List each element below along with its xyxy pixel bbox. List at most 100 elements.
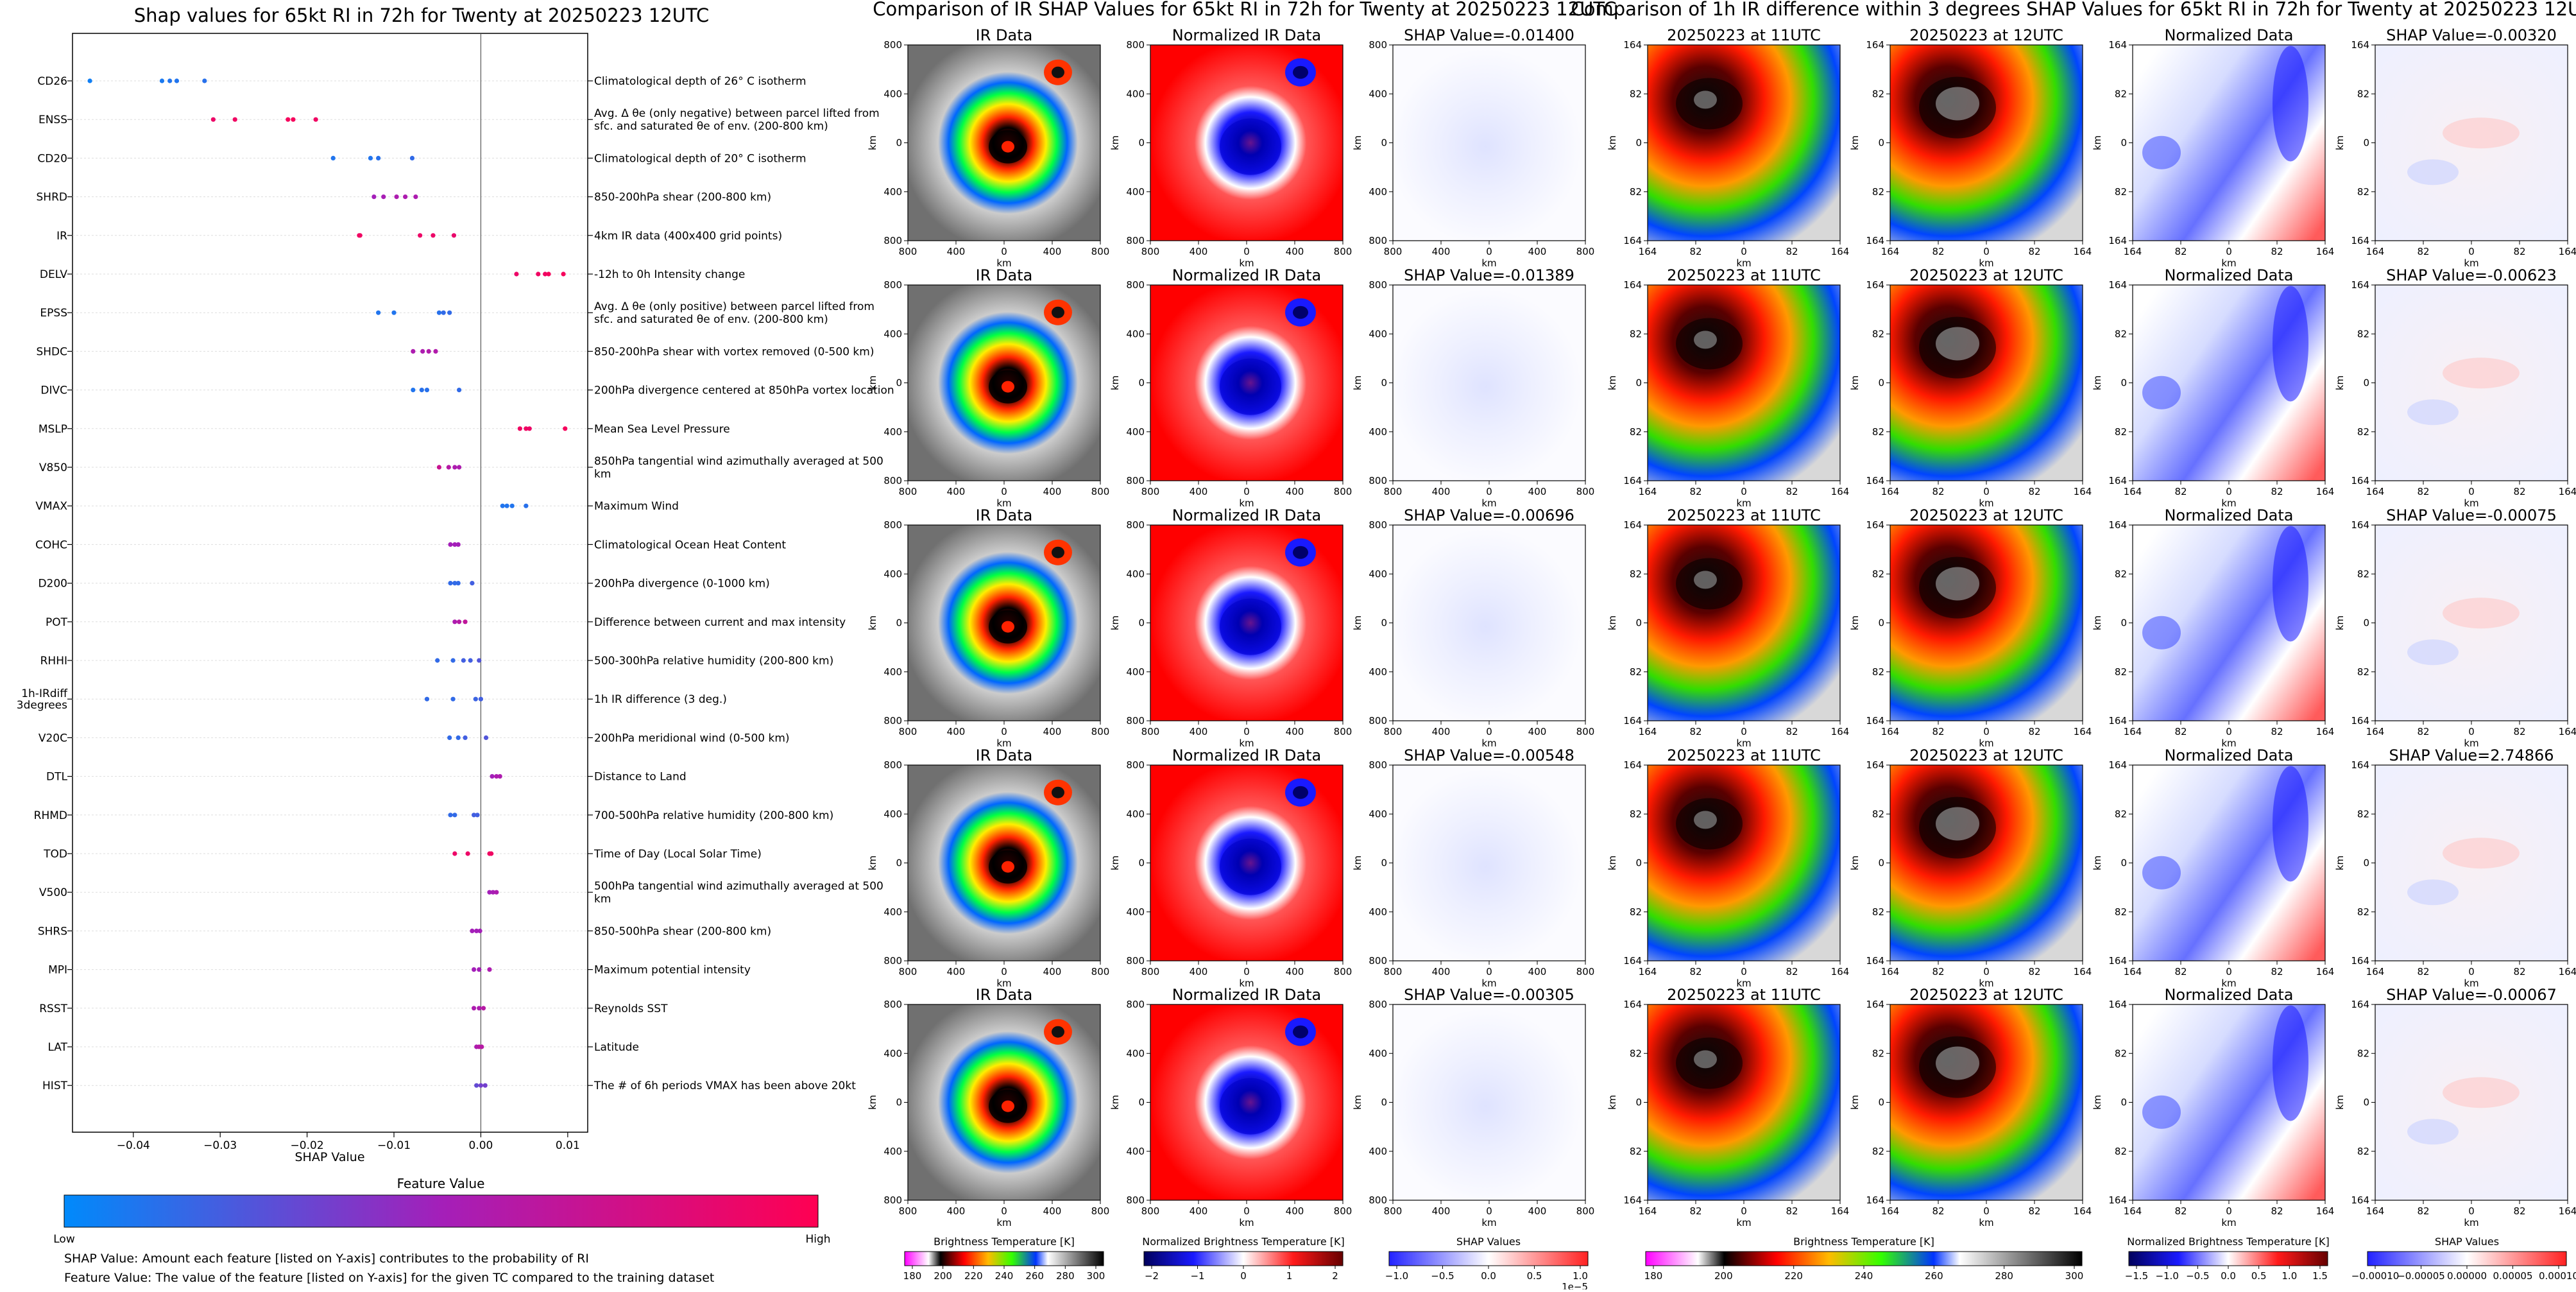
panel-x-axis-label: km [1239,737,1254,749]
blue-band [2273,526,2308,642]
panel-y-tick-label: 400 [883,186,902,198]
feature-label: RHHI [40,655,67,668]
panel-x-tick-label: 800 [1334,966,1352,978]
panel-y-tick-label: 164 [1623,955,1642,967]
panel-x-tick-label: 400 [947,726,966,737]
panel-y-tick-label: 82 [2357,808,2369,820]
panel-y-tick-label: 82 [2115,906,2127,918]
shap-point [481,1006,486,1011]
feature-description-line: 500-300hPa relative humidity (200-800 km… [594,655,833,668]
colorbar-tick-label: 1.5 [2312,1270,2328,1282]
panel-y-axis-label: km [1352,616,1363,630]
blue-band [2273,766,2308,882]
panel-x-tick-label: 800 [1334,246,1352,257]
panel-x-axis-label: km [1481,978,1496,989]
storm-eye [1220,358,1281,415]
shap-point [436,465,442,470]
panel-title: 20250223 at 11UTC [1667,26,1821,44]
panel-x-axis-label: km [1239,497,1254,509]
panel-x-tick-label: 82 [1689,246,1702,257]
panel-x-axis-label: km [1481,737,1496,749]
panel-x-tick-label: 400 [1286,246,1304,257]
colorbar-exponent: 1e−5 [1562,1281,1588,1289]
panel-y-tick-label: 82 [2357,1047,2369,1059]
panel-y-tick-label: 400 [1126,666,1145,678]
panel-y-tick-label: 164 [2351,475,2369,487]
shap-point [420,349,425,354]
panel-x-tick-label: 800 [1091,726,1110,737]
feature-description-line: 850hPa tangential wind azimuthally avera… [594,455,883,468]
panel-y-tick-label: 800 [1369,279,1387,291]
panel-y-tick-label: 164 [2108,279,2127,291]
colorbar-label: SHAP Values [2435,1236,2499,1248]
panel-title: Normalized Data [2164,746,2293,764]
panel-y-tick-label: 164 [1866,955,1884,967]
colorbar-tick-label: −2 [1145,1270,1159,1282]
panel-x-tick-label: 82 [2513,726,2525,737]
colorbar: SHAP Values −0.00010−0.00005 0.00000 0.0000… [2351,1236,2576,1282]
panel-x-tick-label: 164 [2074,486,2092,497]
panel-x-tick-label: 164 [2124,726,2142,737]
shap-point [546,271,551,277]
colorbar-tick-label: −0.00005 [2397,1270,2445,1282]
panel-y-tick-label: 82 [1630,328,1642,340]
panel-y-tick-label: 164 [1866,715,1884,727]
panel-y-axis-label: km [1352,375,1363,390]
feature-description: 850-200hPa shear with vortex removed (0-… [594,345,874,358]
panel-x-axis-label: km [2464,497,2478,509]
panel-x-axis-label: km [1979,737,1993,749]
panel-title: Normalized Data [2164,506,2293,524]
panel-image [1648,1004,1840,1200]
panel-x-tick-label: 164 [1639,246,1657,257]
feature-label-line: V850 [39,461,67,474]
panel-y-tick-label: 164 [1866,519,1884,531]
feature-label: MSLP [38,423,67,436]
panel-y-tick-label: 0 [2120,617,2127,629]
panel-x-tick-label: 164 [1639,726,1657,737]
feature-description: Climatological depth of 20° C isotherm [594,152,806,165]
panel-y-tick-label: 400 [1126,568,1145,580]
panel-y-tick-label: 82 [2115,328,2127,340]
panel-y-tick-label: 82 [2115,88,2127,99]
panel-x-tick-label: 0 [2226,486,2232,497]
shap-patch [2407,1119,2459,1145]
panel-x-tick-label: 164 [2366,726,2385,737]
shap-point [487,890,492,895]
blue-patch [2142,375,2181,409]
shap-point [465,851,470,856]
shap-summary-panel: Shap values for 65kt RI in 72h for Twent… [17,4,894,1285]
panel-x-tick-label: 164 [2124,246,2142,257]
panel-y-tick-label: 400 [1126,906,1145,918]
panel-y-tick-label: 164 [1866,475,1884,487]
panel-y-tick-label: 82 [1630,666,1642,678]
panel-x-tick-label: 0 [1741,1205,1747,1217]
panel-x-tick-label: 164 [1881,1205,1900,1217]
panel-y-tick-label: 82 [2115,666,2127,678]
panel-x-axis-label: km [2221,737,2236,749]
panel-y-tick-label: 400 [1126,1047,1145,1059]
panel-x-tick-label: 82 [2417,1205,2429,1217]
colorbar-tick-label: 0.00010 [2539,1270,2576,1282]
shap-patch [2407,639,2459,666]
shap-point [456,465,462,470]
panel-y-tick-label: 164 [2108,759,2127,771]
feature-description-line: 700-500hPa relative humidity (200-800 km… [594,809,833,822]
shap-point [448,542,453,547]
feature-description-line: Maximum Wind [594,500,679,513]
feature-description: 700-500hPa relative humidity (200-800 km… [594,809,833,822]
storm-eye-center [1002,621,1014,633]
panel-x-tick-label: 400 [1043,726,1062,737]
panel-y-tick-label: 164 [2108,715,2127,727]
panel-x-tick-label: 164 [1831,966,1850,978]
panel-y-tick-label: 82 [1872,1047,1884,1059]
shap-point [477,967,482,972]
panel-x-tick-label: 800 [1384,246,1403,257]
panel-y-tick-label: 800 [1126,39,1145,51]
feature-label-line: V500 [39,886,67,899]
